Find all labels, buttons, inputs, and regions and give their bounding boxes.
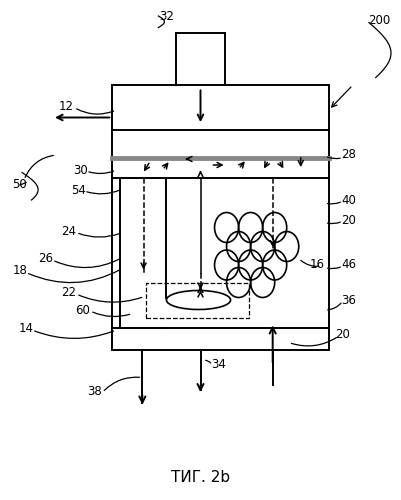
- Text: 22: 22: [61, 286, 77, 300]
- Bar: [112, 85, 329, 350]
- Text: 60: 60: [75, 304, 91, 316]
- Text: 12: 12: [59, 100, 74, 113]
- Text: ΤИГ. 2b: ΤИГ. 2b: [171, 470, 230, 485]
- Text: 36: 36: [341, 294, 356, 306]
- Text: 34: 34: [211, 358, 226, 370]
- Text: 14: 14: [18, 322, 34, 336]
- Text: 200: 200: [368, 14, 390, 26]
- Text: 30: 30: [73, 164, 87, 176]
- Text: 50: 50: [12, 178, 26, 192]
- Text: 20: 20: [341, 214, 356, 226]
- Text: 16: 16: [309, 258, 324, 272]
- Text: 24: 24: [61, 225, 77, 238]
- Text: 20: 20: [335, 328, 350, 342]
- Ellipse shape: [166, 290, 231, 310]
- Text: 26: 26: [38, 252, 54, 266]
- Text: 40: 40: [341, 194, 356, 206]
- Text: 54: 54: [71, 184, 86, 196]
- Text: 38: 38: [87, 385, 101, 398]
- Text: 28: 28: [341, 148, 356, 162]
- Text: 18: 18: [12, 264, 28, 278]
- Text: 46: 46: [341, 258, 356, 272]
- Text: 32: 32: [159, 10, 174, 22]
